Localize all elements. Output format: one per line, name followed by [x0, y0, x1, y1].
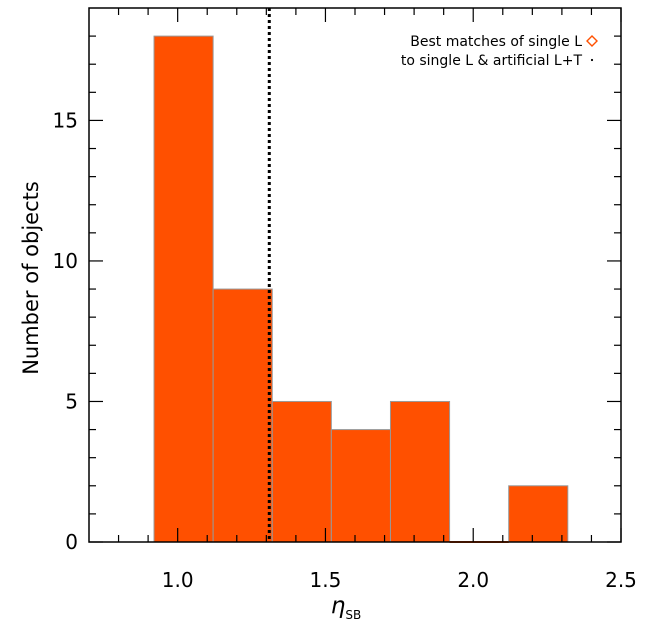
tick-labels-layer: 1.0 1.5 2.0 2.5 0 5 10 15 [53, 108, 637, 592]
y-tick-label: 5 [65, 389, 78, 413]
x-axis-label-subscript: SB [345, 608, 361, 622]
x-tick-label: 1.5 [310, 568, 342, 592]
legend-line-1: Best matches of single L [410, 34, 582, 50]
x-axis-label-symbol: η [331, 593, 346, 619]
histogram-bar-2 [212, 288, 273, 543]
y-tick-label: 15 [53, 108, 78, 132]
histogram-bar-7 [508, 485, 569, 543]
x-tick-label: 1.0 [162, 568, 194, 592]
legend-diamond-marker [586, 35, 598, 47]
y-tick-label: 10 [53, 249, 78, 273]
histogram-bar-4 [330, 429, 391, 543]
histogram-bar-3 [271, 400, 332, 543]
y-axis-label: Number of objects [19, 181, 43, 375]
ticks-layer [89, 8, 622, 543]
y-tick-label: 0 [65, 530, 78, 554]
legend: Best matches of single L to single L & a… [401, 34, 598, 69]
x-axis-label: ηSB [331, 593, 361, 622]
x-tick-label: 2.0 [457, 568, 489, 592]
histogram-bar-1 [153, 35, 214, 543]
histogram-bar-5 [389, 400, 451, 543]
legend-dot-marker [590, 58, 594, 62]
bars-layer [153, 35, 569, 543]
legend-line-2: to single L & artificial L+T [401, 53, 583, 69]
x-tick-label: 2.5 [605, 568, 637, 592]
